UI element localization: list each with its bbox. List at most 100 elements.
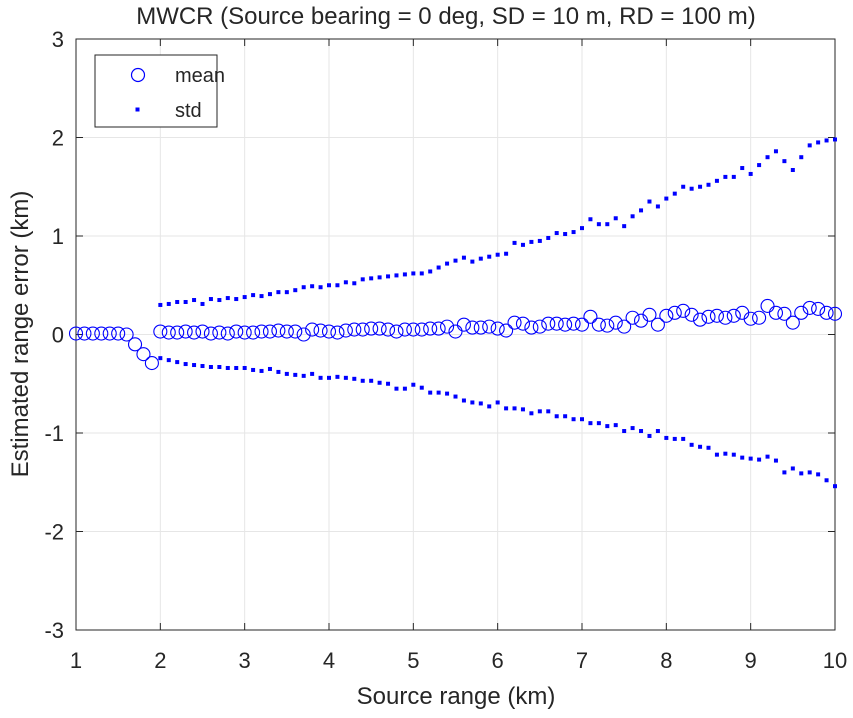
y-axis-ticks: -3 -2 -1 0 1 2 3 — [44, 27, 835, 643]
std-upper-point — [183, 299, 188, 304]
mean-point — [617, 319, 632, 334]
mean-point — [558, 317, 573, 332]
std-upper-point — [824, 138, 829, 143]
mean-point — [785, 315, 800, 330]
std-lower-point — [571, 417, 576, 422]
mean-point — [127, 337, 143, 352]
std-lower-point — [402, 386, 407, 391]
std-upper-point — [234, 297, 239, 302]
std-upper-point — [790, 168, 795, 173]
std-lower-point — [276, 369, 281, 374]
mean-point — [144, 356, 159, 371]
std-upper-point — [495, 252, 500, 257]
std-upper-point — [782, 159, 787, 164]
std-lower-point — [698, 444, 703, 449]
mean-point — [718, 310, 733, 325]
std-upper-point — [537, 238, 542, 243]
std-upper-point — [175, 299, 180, 304]
std-upper-point — [706, 182, 711, 187]
mean-point — [85, 326, 100, 341]
mean-point — [794, 305, 809, 320]
std-lower-point — [546, 409, 551, 414]
mean-point — [465, 320, 480, 335]
std-lower-point — [714, 452, 719, 457]
std-lower-point — [833, 484, 837, 489]
std-upper-point — [208, 297, 213, 302]
std-lower-point — [731, 452, 736, 457]
std-upper-point — [639, 208, 644, 213]
mean-point — [642, 307, 657, 322]
x-tick-label: 6 — [492, 648, 504, 673]
std-lower-point — [748, 456, 753, 461]
std-lower-point — [723, 451, 728, 456]
mean-point — [406, 322, 421, 337]
mean-point — [499, 323, 514, 338]
std-lower-point — [200, 364, 205, 369]
x-tick-label: 10 — [823, 648, 847, 673]
x-tick-label: 8 — [660, 648, 672, 673]
std-lower-point — [622, 429, 627, 434]
std-upper-point — [529, 239, 534, 244]
y-tick-label: 2 — [52, 126, 64, 151]
x-tick-label: 1 — [70, 648, 82, 673]
y-tick-label: 3 — [52, 27, 64, 52]
mean-point — [397, 322, 412, 337]
std-upper-point — [402, 272, 407, 277]
y-tick-label: -3 — [44, 618, 64, 643]
legend-mean-label: mean — [175, 65, 225, 87]
std-lower-point — [681, 436, 686, 441]
x-tick-label: 5 — [407, 648, 419, 673]
mean-point — [752, 310, 767, 325]
mean-point — [625, 310, 640, 325]
mean-point — [777, 306, 792, 321]
std-lower-point — [816, 472, 821, 477]
mean-point — [490, 321, 505, 336]
std-upper-point — [765, 155, 770, 160]
std-lower-point — [487, 404, 492, 409]
std-upper-point — [596, 222, 601, 227]
legend-box — [94, 54, 218, 128]
chart-title: MWCR (Source bearing = 0 deg, SD = 10 m,… — [136, 3, 756, 30]
std-lower-point — [335, 374, 340, 379]
std-lower-point — [208, 365, 213, 370]
std-lower-point — [251, 367, 256, 372]
series-std — [158, 137, 837, 489]
std-upper-point — [740, 166, 745, 171]
std-upper-point — [487, 254, 492, 259]
mean-point — [203, 326, 218, 341]
mean-point — [693, 312, 708, 327]
std-upper-point — [588, 217, 593, 222]
std-lower-point — [478, 401, 483, 406]
std-upper-point — [554, 231, 559, 236]
std-upper-point — [310, 284, 315, 289]
x-tick-label: 2 — [154, 648, 166, 673]
std-lower-point — [259, 368, 264, 373]
std-lower-point — [790, 466, 795, 471]
std-upper-point — [284, 290, 289, 295]
mean-point — [768, 305, 784, 320]
mean-point — [431, 321, 446, 336]
mean-point — [178, 324, 193, 339]
std-upper-point — [251, 293, 256, 298]
std-upper-point — [470, 259, 475, 264]
mean-point — [482, 319, 497, 334]
mean-point — [321, 324, 337, 339]
mean-point — [254, 324, 269, 339]
std-upper-point — [386, 274, 391, 279]
mean-point — [355, 322, 370, 337]
std-lower-point — [672, 436, 677, 441]
std-lower-point — [520, 407, 525, 412]
mean-point — [473, 320, 488, 335]
mean-point — [448, 324, 463, 339]
std-lower-point — [563, 414, 568, 419]
mean-point — [583, 309, 598, 324]
std-upper-point — [664, 196, 669, 201]
x-tick-label: 4 — [323, 648, 335, 673]
std-lower-point — [445, 391, 450, 396]
mean-point — [684, 307, 699, 322]
mean-point — [347, 322, 362, 337]
std-upper-point — [369, 276, 374, 281]
mean-point — [515, 316, 531, 331]
std-lower-point — [327, 375, 331, 380]
std-upper-point — [731, 174, 736, 179]
